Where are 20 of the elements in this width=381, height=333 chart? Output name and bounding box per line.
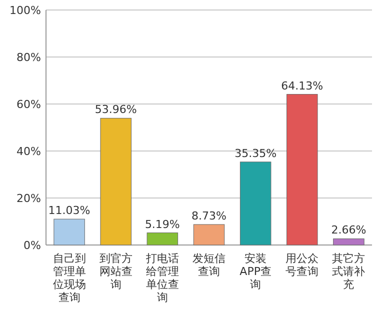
x-tick-label: 发短信查询 [192, 252, 226, 278]
data-label: 11.03% [48, 204, 90, 218]
x-tick-label: 其它方式请补充 [332, 252, 366, 291]
data-label: 64.13% [281, 79, 324, 92]
data-label: 5.19% [144, 218, 180, 231]
y-tick-label: 60% [16, 98, 41, 111]
y-tick-label: 80% [16, 51, 41, 64]
y-tick-label: 20% [16, 192, 41, 205]
data-label: 53.96% [94, 103, 137, 116]
data-label: 35.35% [234, 146, 277, 160]
x-tick-label: 安装APP查询 [240, 252, 272, 291]
y-tick-label: 0% [24, 239, 41, 252]
data-label: 8.73% [192, 209, 226, 222]
y-tick-label: 100% [10, 4, 41, 17]
data-label: 2.66% [331, 224, 366, 237]
x-tick-label: 自己到管理单位现场查询 [52, 252, 86, 304]
x-tick-label: 用公众号查询 [286, 252, 319, 278]
y-tick-label: 40% [16, 145, 41, 158]
x-tick-label: 到官方网站查询 [99, 252, 132, 291]
x-tick-label: 打电话给管理单位查询 [144, 252, 179, 304]
